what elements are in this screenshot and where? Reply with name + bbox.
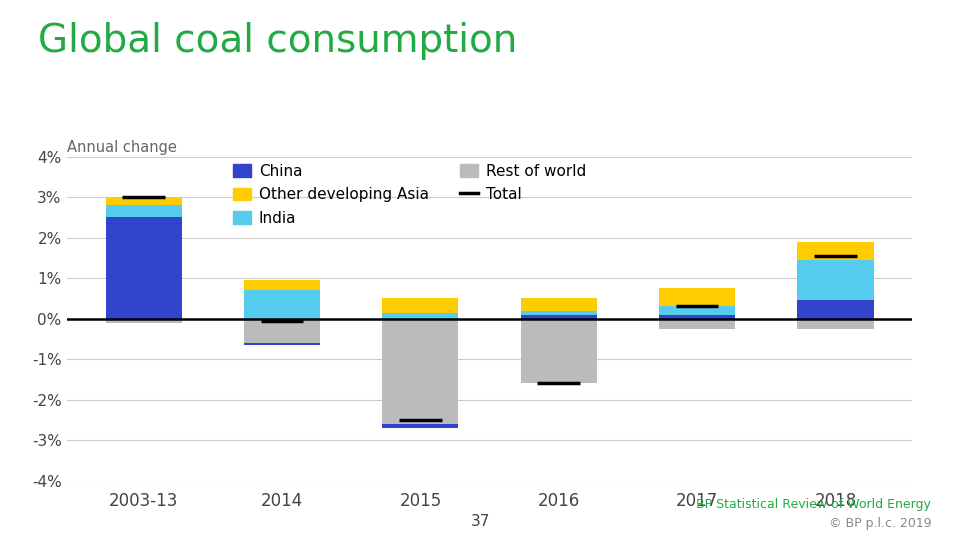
Bar — [382, 298, 459, 313]
Bar — [106, 205, 181, 217]
Bar — [244, 291, 320, 319]
Bar — [660, 319, 735, 329]
Legend: China, Other developing Asia, India, Rest of world, Total: China, Other developing Asia, India, Res… — [227, 158, 592, 232]
Bar — [244, 343, 320, 345]
Bar — [382, 424, 459, 428]
Text: © BP p.l.c. 2019: © BP p.l.c. 2019 — [828, 516, 931, 530]
Bar — [798, 300, 874, 319]
Text: BP Statistical Review of World Energy: BP Statistical Review of World Energy — [696, 497, 931, 511]
Bar — [520, 314, 597, 319]
Bar — [660, 288, 735, 306]
Bar — [798, 241, 874, 260]
Bar — [798, 319, 874, 329]
Bar — [660, 314, 735, 319]
Bar — [660, 306, 735, 314]
Bar — [106, 319, 181, 322]
Bar — [244, 280, 320, 291]
Bar — [382, 313, 459, 319]
Bar — [106, 217, 181, 319]
Bar — [382, 319, 459, 424]
Bar — [106, 197, 181, 205]
Bar — [520, 310, 597, 314]
Bar — [520, 319, 597, 383]
Bar — [244, 319, 320, 343]
Text: 37: 37 — [470, 515, 490, 530]
Bar — [520, 298, 597, 310]
Bar — [798, 260, 874, 300]
Text: Annual change: Annual change — [67, 140, 177, 156]
Text: Global coal consumption: Global coal consumption — [38, 22, 517, 59]
